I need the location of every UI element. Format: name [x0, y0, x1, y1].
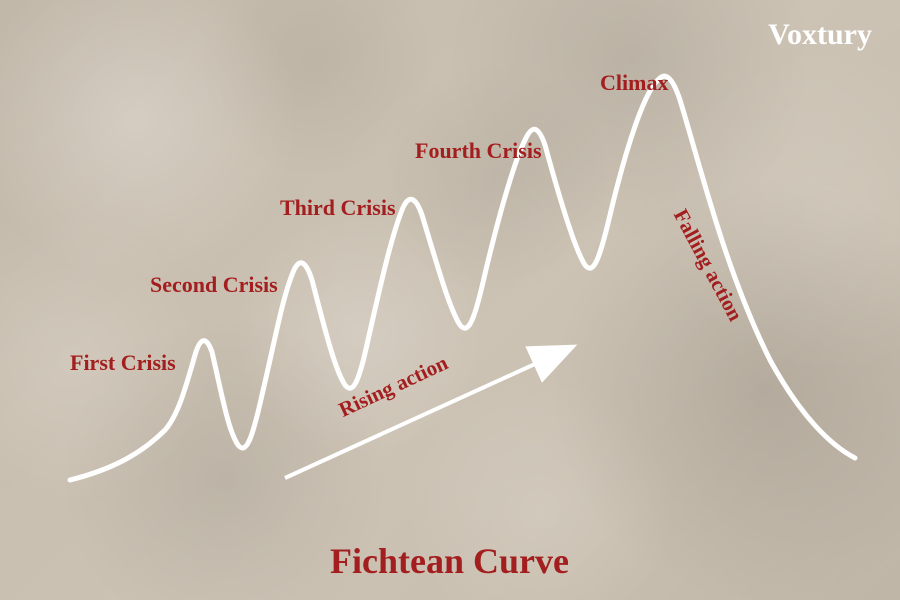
label-climax: Climax: [600, 70, 668, 96]
logo-text: Voxtury: [768, 18, 872, 51]
diagram-title: Fichtean Curve: [330, 540, 569, 582]
label-fourth-crisis: Fourth Crisis: [415, 138, 542, 164]
label-second-crisis: Second Crisis: [150, 272, 278, 298]
curve-svg: [0, 0, 900, 600]
label-first-crisis: First Crisis: [70, 350, 176, 376]
logo: Voxtury: [768, 18, 872, 52]
diagram-canvas: First Crisis Second Crisis Third Crisis Fou…: [0, 0, 900, 600]
label-third-crisis: Third Crisis: [280, 195, 396, 221]
